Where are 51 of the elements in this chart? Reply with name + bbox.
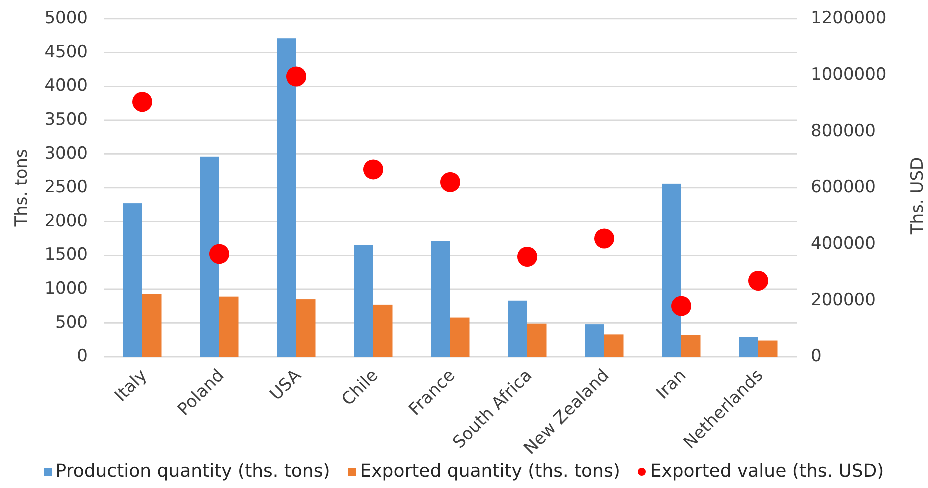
bar bbox=[296, 300, 316, 357]
bar bbox=[508, 300, 528, 357]
point bbox=[286, 66, 306, 87]
y-tick-label: 3000 bbox=[44, 144, 88, 164]
legend-label: Production quantity (ths. tons) bbox=[56, 461, 330, 482]
point bbox=[594, 228, 614, 249]
y-tick-label: 500 bbox=[56, 312, 88, 333]
bar bbox=[431, 241, 450, 357]
bar bbox=[585, 324, 604, 357]
x-tick-label: USA bbox=[266, 366, 306, 405]
bar bbox=[450, 318, 470, 357]
y-tick-label: 1000 bbox=[44, 279, 88, 300]
bar bbox=[123, 204, 142, 357]
y-tick-label: 2000 bbox=[44, 211, 88, 232]
y-tick-label: 2500 bbox=[44, 178, 88, 198]
y-tick-label: 5000 bbox=[44, 8, 88, 29]
y2-tick-label: 600000 bbox=[811, 178, 876, 198]
bar bbox=[200, 156, 220, 357]
y2-tick-label: 0 bbox=[811, 346, 822, 367]
bar bbox=[374, 304, 393, 357]
point bbox=[518, 247, 538, 267]
y-tick-label: 0 bbox=[77, 346, 88, 367]
legend-label: Exported quantity (ths. tons) bbox=[360, 461, 620, 482]
point bbox=[364, 160, 384, 180]
y-axis-title: Ths. tons bbox=[12, 149, 32, 228]
point bbox=[132, 92, 152, 112]
y2-tick-label: 200000 bbox=[811, 290, 876, 310]
bar bbox=[528, 324, 547, 357]
y2-tick-label: 1000000 bbox=[811, 64, 887, 85]
y2-tick-label: 800000 bbox=[811, 121, 876, 142]
bar bbox=[142, 294, 162, 357]
point bbox=[748, 270, 768, 291]
y-tick-label: 3500 bbox=[44, 110, 88, 130]
y2-tick-label: 1200000 bbox=[811, 8, 887, 29]
bar bbox=[739, 337, 758, 357]
y2-axis-title: Ths. USD bbox=[908, 157, 928, 236]
y-tick-label: 4500 bbox=[44, 42, 88, 62]
bar bbox=[604, 334, 624, 357]
bar bbox=[758, 340, 778, 357]
y-tick-label: 1500 bbox=[44, 245, 88, 266]
point bbox=[672, 296, 692, 316]
point bbox=[440, 172, 460, 192]
legend-label: Exported value (ths. USD) bbox=[650, 461, 884, 482]
y2-tick-label: 400000 bbox=[811, 234, 876, 254]
bar bbox=[220, 296, 239, 357]
y-tick-label: 4000 bbox=[44, 76, 88, 96]
bar bbox=[354, 245, 374, 357]
point bbox=[210, 244, 230, 264]
bar bbox=[682, 335, 701, 357]
bar bbox=[662, 184, 682, 357]
bar bbox=[277, 38, 296, 357]
